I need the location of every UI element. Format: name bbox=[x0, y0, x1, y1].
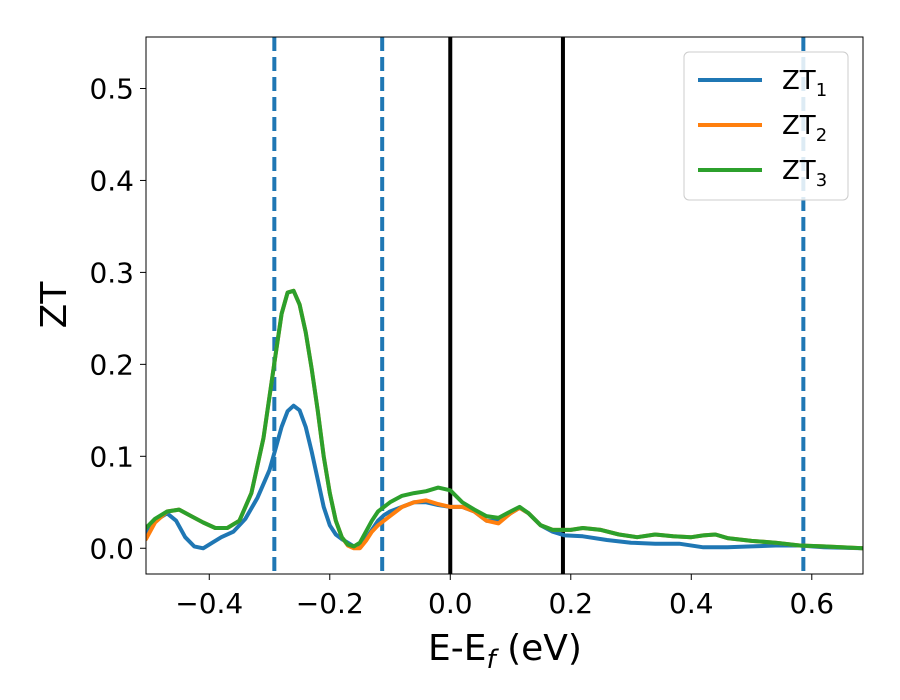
legend-entry-zt1: ZT1 bbox=[782, 66, 827, 101]
x-tick-label: 0.6 bbox=[790, 587, 835, 620]
x-axis: −0.4 −0.2 0.0 0.2 0.4 0.6 bbox=[175, 574, 834, 620]
x-tick-label: 0.4 bbox=[669, 587, 714, 620]
y-tick-label: 0.5 bbox=[89, 72, 134, 105]
y-axis: 0.0 0.1 0.2 0.3 0.4 0.5 bbox=[89, 72, 146, 565]
y-tick-label: 0.3 bbox=[89, 256, 134, 289]
y-axis-label: ZT bbox=[34, 281, 75, 329]
y-tick-label: 0.1 bbox=[89, 440, 134, 473]
x-tick-label: 0.2 bbox=[549, 587, 594, 620]
series-line-zt1 bbox=[146, 403, 863, 551]
plot-frame bbox=[145, 36, 864, 575]
legend-entry-zt2: ZT2 bbox=[782, 111, 827, 146]
legend: ZT1 ZT2 ZT3 bbox=[683, 51, 849, 201]
x-axis-label: E-Ef (eV) bbox=[428, 628, 582, 675]
y-tick-label: 0.4 bbox=[89, 164, 134, 197]
series-line-zt2 bbox=[146, 288, 863, 551]
series-line-zt3 bbox=[146, 288, 863, 551]
y-tick-label: 0.0 bbox=[89, 532, 134, 565]
x-tick-label: −0.2 bbox=[296, 587, 364, 620]
y-tick-label: 0.2 bbox=[89, 348, 134, 381]
legend-entry-zt3: ZT3 bbox=[782, 156, 827, 191]
x-tick-label: 0.0 bbox=[428, 587, 473, 620]
legend-frame bbox=[683, 51, 849, 201]
x-tick-label: −0.4 bbox=[175, 587, 243, 620]
